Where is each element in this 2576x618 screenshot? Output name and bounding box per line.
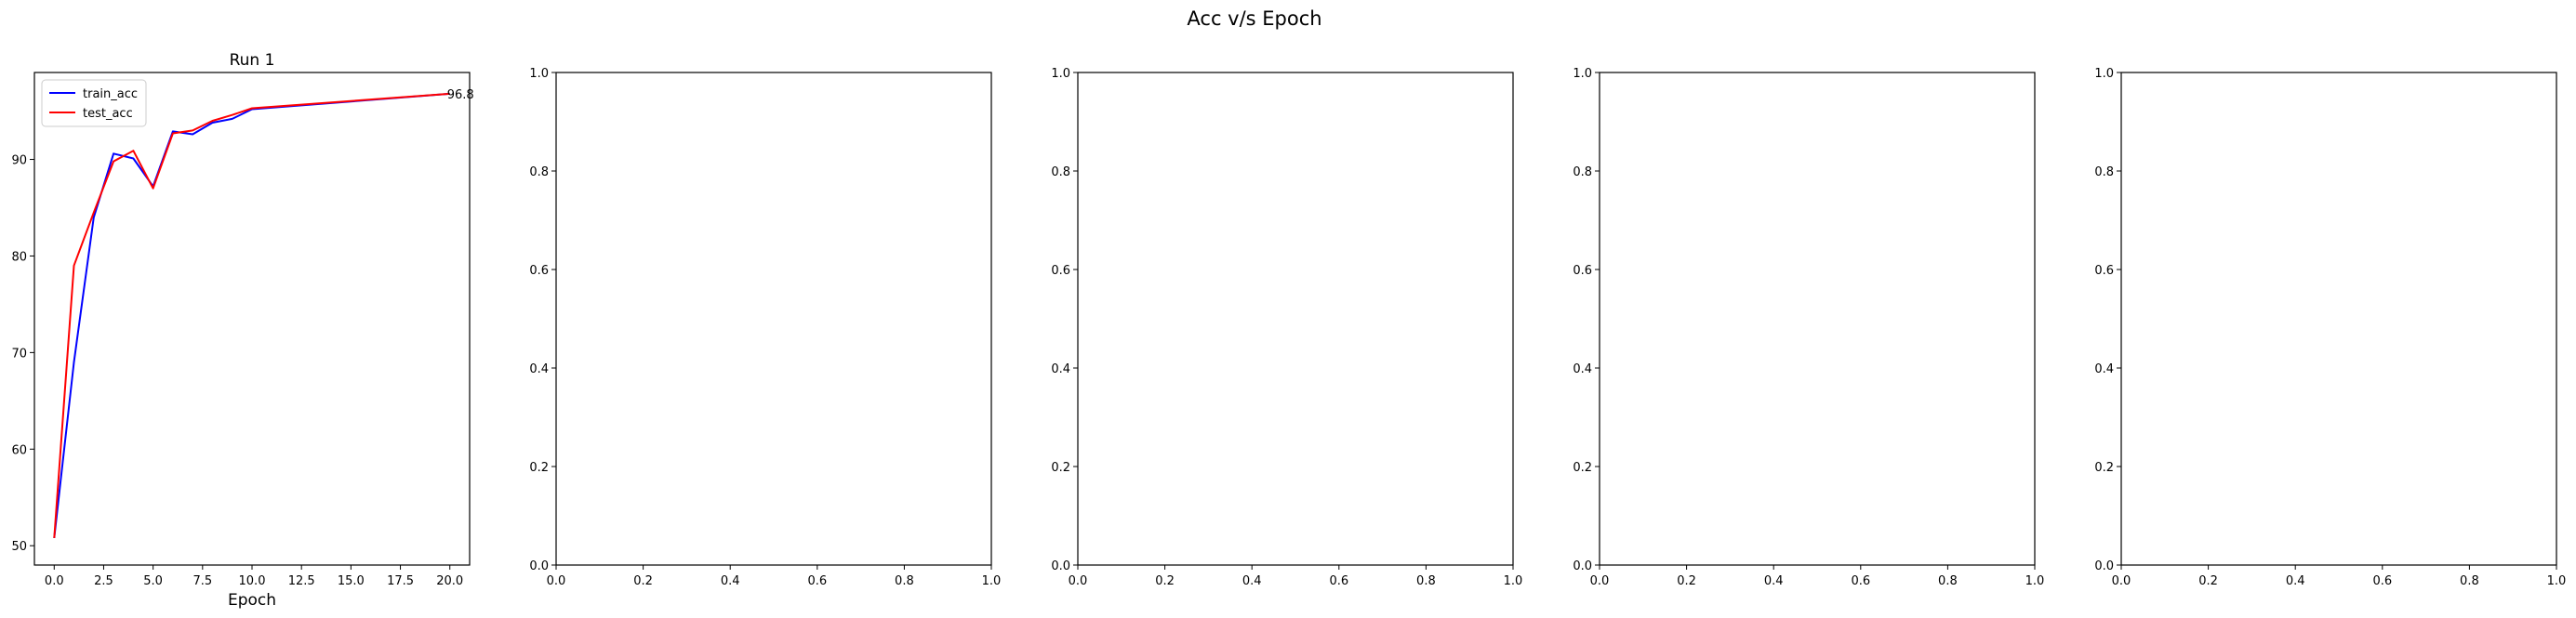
figure-suptitle: Acc v/s Epoch bbox=[1187, 7, 1321, 30]
x-tick-label: 1.0 bbox=[2547, 574, 2567, 588]
y-tick-label: 0.8 bbox=[529, 165, 549, 179]
x-tick-label: 10.0 bbox=[239, 574, 266, 588]
y-tick-label: 0.4 bbox=[2094, 362, 2114, 376]
x-tick-label: 5.0 bbox=[143, 574, 163, 588]
y-tick-label: 0.8 bbox=[1051, 165, 1070, 179]
y-tick-label: 1.0 bbox=[2094, 67, 2114, 81]
y-tick-label: 0.0 bbox=[2094, 559, 2114, 573]
axes-frame bbox=[2120, 72, 2557, 566]
data-annotation: 96.8 bbox=[447, 88, 474, 102]
x-tick-label: 0.0 bbox=[547, 574, 566, 588]
x-tick-label: 0.8 bbox=[1938, 574, 1958, 588]
y-tick-label: 0.4 bbox=[1573, 362, 1592, 376]
y-tick-label: 0.2 bbox=[1051, 461, 1070, 475]
x-tick-label: 0.2 bbox=[633, 574, 653, 588]
y-tick-label: 0.0 bbox=[1573, 559, 1592, 573]
x-tick-label: 0.4 bbox=[1764, 574, 1784, 588]
x-tick-label: 17.5 bbox=[387, 574, 414, 588]
x-tick-label: 0.2 bbox=[1677, 574, 1696, 588]
x-axis-label: Epoch bbox=[228, 591, 276, 610]
axes-frame bbox=[1077, 72, 1514, 566]
x-tick-label: 0.2 bbox=[2198, 574, 2218, 588]
y-tick-label: 0.2 bbox=[2094, 461, 2114, 475]
axes-frame bbox=[555, 72, 992, 566]
axes-frame bbox=[1599, 72, 2036, 566]
y-tick-label: 0.0 bbox=[1051, 559, 1070, 573]
x-tick-label: 1.0 bbox=[2025, 574, 2045, 588]
y-tick-label: 50 bbox=[11, 540, 27, 554]
x-tick-label: 15.0 bbox=[338, 574, 365, 588]
x-tick-label: 0.0 bbox=[45, 574, 64, 588]
y-tick-label: 0.6 bbox=[2094, 264, 2114, 278]
x-tick-label: 20.0 bbox=[436, 574, 463, 588]
x-tick-label: 2.5 bbox=[94, 574, 113, 588]
subplot-1: 0.0 2.5 5.0 7.5 10.0 12.5 15.0 17.5 20.0 50 60 70 80… bbox=[11, 51, 473, 610]
x-tick-label: 0.2 bbox=[1155, 574, 1175, 588]
x-tick-label: 0.4 bbox=[2286, 574, 2305, 588]
x-tick-label: 12.5 bbox=[288, 574, 315, 588]
y-tick-label: 0.6 bbox=[529, 264, 549, 278]
y-tick-label: 0.4 bbox=[529, 362, 549, 376]
x-tick-label: 0.8 bbox=[2460, 574, 2479, 588]
x-tick-label: 0.4 bbox=[721, 574, 740, 588]
legend-label: train_acc bbox=[83, 87, 138, 101]
axes-frame bbox=[33, 72, 471, 566]
subplot-grid: 0.0 2.5 5.0 7.5 10.0 12.5 15.0 17.5 20.0 50 60 70 80… bbox=[11, 51, 2566, 610]
y-tick-label: 0.8 bbox=[1573, 165, 1592, 179]
x-tick-label: 1.0 bbox=[982, 574, 1002, 588]
x-tick-label: 0.8 bbox=[895, 574, 914, 588]
y-tick-label: 1.0 bbox=[1573, 67, 1592, 81]
y-tick-label: 90 bbox=[11, 154, 27, 168]
x-tick-label: 0.6 bbox=[1851, 574, 1870, 588]
x-tick-label: 0.6 bbox=[2372, 574, 2392, 588]
x-tick-label: 0.4 bbox=[1242, 574, 1262, 588]
legend-label: test_acc bbox=[83, 107, 133, 121]
x-tick-label: 0.8 bbox=[1416, 574, 1436, 588]
subplot-3: 0.0 0.2 0.4 0.6 0.8 1.0 0.0 0.2 0.4 0.6 0.8 1.0 bbox=[1051, 67, 1522, 588]
y-tick-label: 1.0 bbox=[1051, 67, 1070, 81]
subplot-2: 0.0 0.2 0.4 0.6 0.8 1.0 0.0 0.2 0.4 0.6 0.8 1.0 bbox=[529, 67, 1001, 588]
y-tick-label: 0.8 bbox=[2094, 165, 2114, 179]
y-tick-label: 0.4 bbox=[1051, 362, 1070, 376]
x-tick-label: 0.6 bbox=[807, 574, 827, 588]
x-tick-label: 1.0 bbox=[1504, 574, 1523, 588]
series-line-test-acc bbox=[53, 92, 450, 538]
y-tick-label: 0.0 bbox=[529, 559, 549, 573]
subplot-5: 0.0 0.2 0.4 0.6 0.8 1.0 0.0 0.2 0.4 0.6 0.8 1.0 bbox=[2094, 67, 2566, 588]
y-tick-label: 1.0 bbox=[529, 67, 549, 81]
legend: train_acc test_acc bbox=[41, 79, 147, 127]
subplot-4: 0.0 0.2 0.4 0.6 0.8 1.0 0.0 0.2 0.4 0.6 0.8 1.0 bbox=[1573, 67, 2044, 588]
x-tick-label: 0.0 bbox=[2112, 574, 2131, 588]
y-tick-label: 0.6 bbox=[1051, 264, 1070, 278]
x-tick-label: 0.6 bbox=[1329, 574, 1348, 588]
x-tick-label: 0.0 bbox=[1590, 574, 1610, 588]
y-tick-label: 0.2 bbox=[529, 461, 549, 475]
y-tick-label: 70 bbox=[11, 347, 27, 361]
y-tick-label: 0.6 bbox=[1573, 264, 1592, 278]
subplot-title: Run 1 bbox=[230, 51, 275, 70]
x-tick-label: 7.5 bbox=[193, 574, 212, 588]
y-tick-label: 0.2 bbox=[1573, 461, 1592, 475]
y-tick-label: 80 bbox=[11, 250, 27, 264]
y-tick-label: 60 bbox=[11, 443, 27, 457]
legend-box bbox=[41, 79, 147, 127]
x-tick-label: 0.0 bbox=[1069, 574, 1088, 588]
